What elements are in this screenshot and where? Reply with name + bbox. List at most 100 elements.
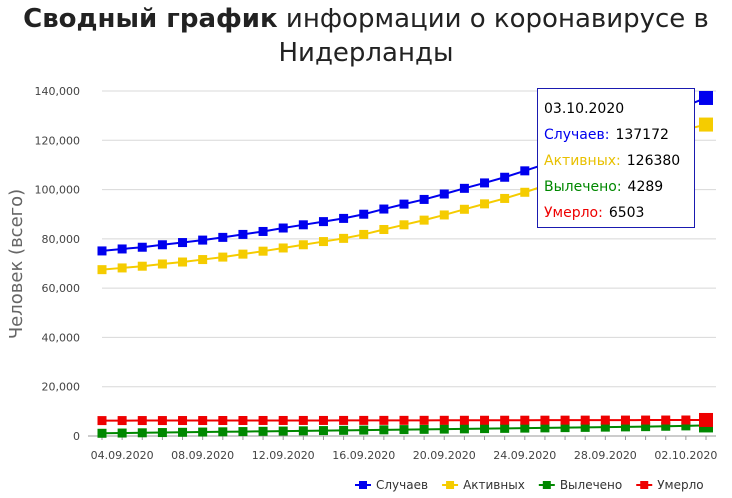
- data-point[interactable]: [641, 422, 651, 432]
- data-point[interactable]: [117, 263, 127, 273]
- data-point[interactable]: [439, 210, 449, 220]
- data-point[interactable]: [681, 415, 691, 425]
- data-point[interactable]: [198, 416, 208, 426]
- legend-item[interactable]: Активных: [442, 478, 525, 492]
- data-point[interactable]: [641, 415, 651, 425]
- data-point[interactable]: [258, 415, 268, 425]
- legend-item[interactable]: Случаев: [355, 478, 428, 492]
- data-point[interactable]: [500, 423, 510, 433]
- data-point[interactable]: [699, 90, 713, 105]
- data-point[interactable]: [278, 415, 288, 425]
- data-point[interactable]: [419, 424, 429, 434]
- data-point[interactable]: [379, 415, 389, 425]
- data-point[interactable]: [580, 422, 590, 432]
- data-point[interactable]: [218, 415, 228, 425]
- data-point[interactable]: [117, 416, 127, 426]
- data-point[interactable]: [620, 415, 630, 425]
- data-point[interactable]: [339, 415, 349, 425]
- data-point[interactable]: [520, 166, 530, 176]
- data-point[interactable]: [137, 242, 147, 252]
- data-point[interactable]: [399, 220, 409, 230]
- data-point[interactable]: [419, 215, 429, 225]
- data-point[interactable]: [298, 240, 308, 250]
- data-point[interactable]: [157, 240, 167, 250]
- data-point[interactable]: [520, 415, 530, 425]
- data-point[interactable]: [318, 415, 328, 425]
- data-point[interactable]: [97, 265, 107, 275]
- data-point[interactable]: [157, 259, 167, 269]
- data-point[interactable]: [339, 233, 349, 243]
- data-point[interactable]: [258, 426, 268, 436]
- data-point[interactable]: [298, 415, 308, 425]
- data-point[interactable]: [339, 213, 349, 223]
- data-point[interactable]: [560, 415, 570, 425]
- data-point[interactable]: [699, 117, 713, 132]
- data-point[interactable]: [439, 415, 449, 425]
- data-point[interactable]: [459, 415, 469, 425]
- legend-item[interactable]: Вылечено: [538, 478, 622, 492]
- data-point[interactable]: [318, 237, 328, 247]
- data-point[interactable]: [580, 415, 590, 425]
- data-point[interactable]: [399, 415, 409, 425]
- data-point[interactable]: [359, 229, 369, 239]
- data-point[interactable]: [97, 416, 107, 426]
- data-point[interactable]: [198, 427, 208, 437]
- data-point[interactable]: [399, 199, 409, 209]
- data-point[interactable]: [218, 252, 228, 262]
- data-point[interactable]: [500, 415, 510, 425]
- data-point[interactable]: [419, 194, 429, 204]
- data-point[interactable]: [500, 193, 510, 203]
- data-point[interactable]: [379, 204, 389, 214]
- data-point[interactable]: [540, 423, 550, 433]
- data-point[interactable]: [699, 412, 713, 427]
- data-point[interactable]: [520, 187, 530, 197]
- data-point[interactable]: [178, 257, 188, 267]
- data-point[interactable]: [97, 246, 107, 256]
- data-point[interactable]: [157, 416, 167, 426]
- data-point[interactable]: [157, 428, 167, 438]
- data-point[interactable]: [439, 424, 449, 434]
- data-point[interactable]: [661, 421, 671, 431]
- data-point[interactable]: [419, 415, 429, 425]
- data-point[interactable]: [459, 204, 469, 214]
- data-point[interactable]: [379, 224, 389, 234]
- data-point[interactable]: [399, 425, 409, 435]
- data-point[interactable]: [480, 199, 490, 209]
- data-point[interactable]: [238, 427, 248, 437]
- data-point[interactable]: [480, 415, 490, 425]
- data-point[interactable]: [298, 220, 308, 230]
- data-point[interactable]: [318, 426, 328, 436]
- legend[interactable]: Случаев Активных Вылечено Умерло: [355, 478, 704, 492]
- data-point[interactable]: [298, 426, 308, 436]
- data-point[interactable]: [318, 217, 328, 227]
- data-point[interactable]: [218, 427, 228, 437]
- data-point[interactable]: [560, 423, 570, 433]
- data-point[interactable]: [258, 246, 268, 256]
- data-point[interactable]: [359, 209, 369, 219]
- data-point[interactable]: [600, 415, 610, 425]
- data-point[interactable]: [117, 244, 127, 254]
- legend-item[interactable]: Умерло: [636, 478, 704, 492]
- data-point[interactable]: [359, 415, 369, 425]
- data-point[interactable]: [178, 238, 188, 248]
- data-point[interactable]: [198, 255, 208, 265]
- data-point[interactable]: [117, 428, 127, 438]
- data-point[interactable]: [500, 172, 510, 182]
- data-point[interactable]: [238, 415, 248, 425]
- data-point[interactable]: [379, 425, 389, 435]
- data-point[interactable]: [600, 422, 610, 432]
- data-point[interactable]: [540, 415, 550, 425]
- data-point[interactable]: [238, 229, 248, 239]
- data-point[interactable]: [439, 189, 449, 199]
- data-point[interactable]: [137, 428, 147, 438]
- data-point[interactable]: [137, 416, 147, 426]
- data-point[interactable]: [178, 416, 188, 426]
- data-point[interactable]: [258, 226, 268, 236]
- data-point[interactable]: [218, 232, 228, 242]
- data-point[interactable]: [359, 425, 369, 435]
- data-point[interactable]: [459, 424, 469, 434]
- data-point[interactable]: [97, 428, 107, 438]
- data-point[interactable]: [238, 249, 248, 259]
- data-point[interactable]: [681, 421, 691, 431]
- data-point[interactable]: [459, 183, 469, 193]
